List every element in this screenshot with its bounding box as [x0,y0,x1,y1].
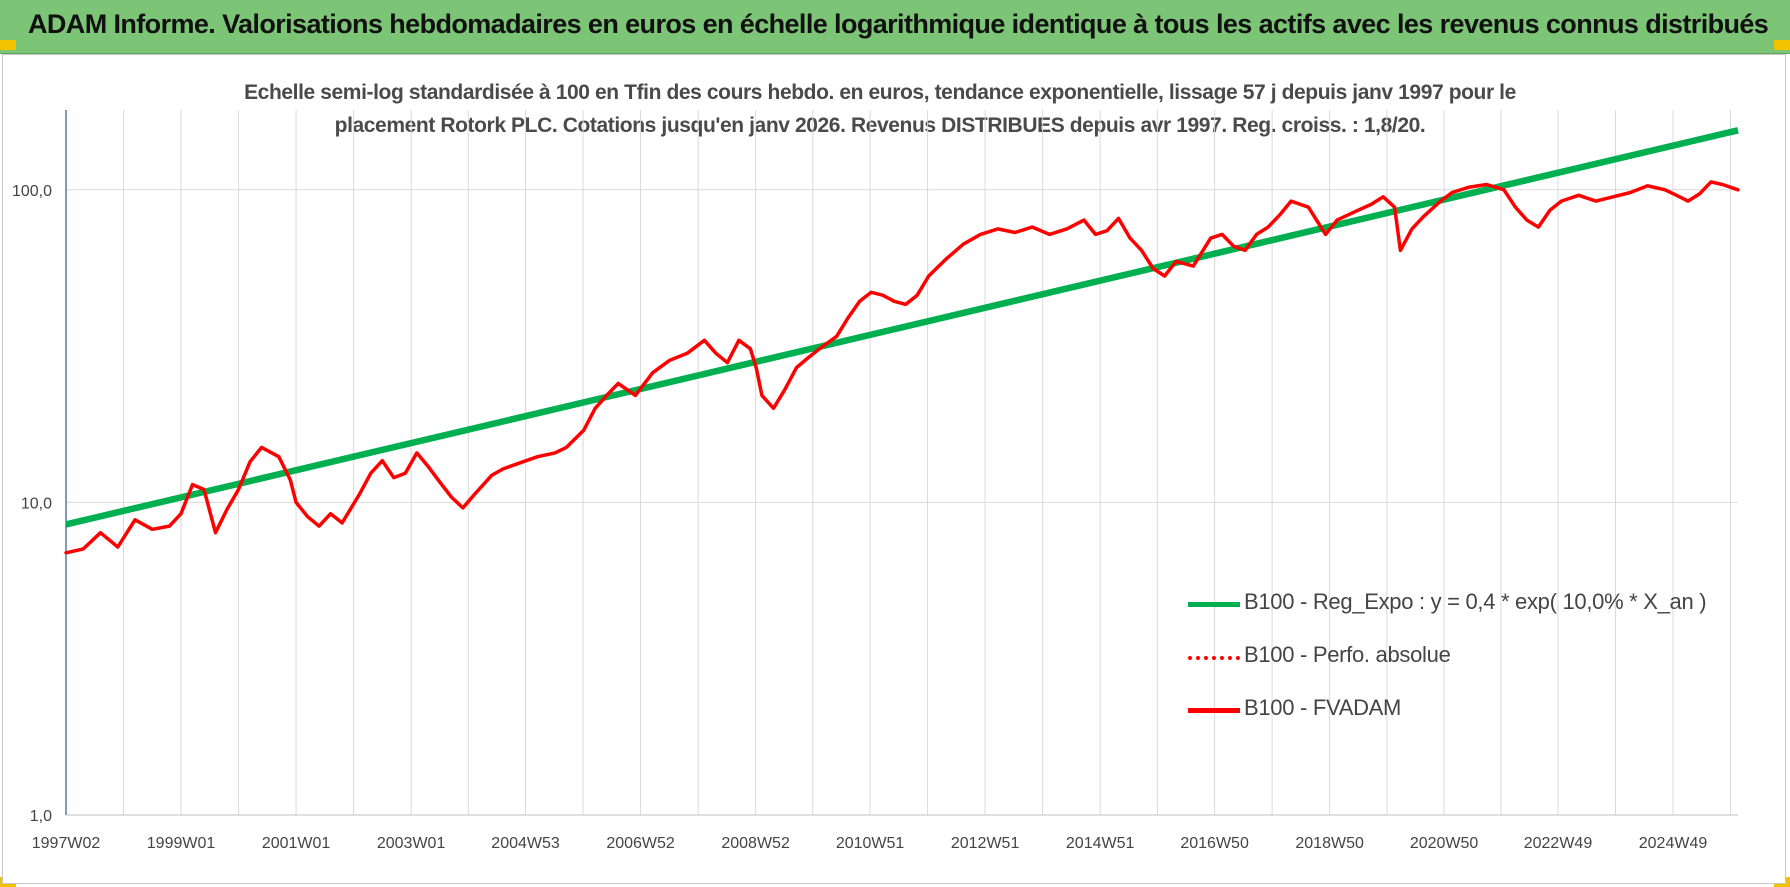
corner-marker-top-right [1774,40,1790,50]
chart-subtitle: Echelle semi-log standardisée à 100 en T… [180,76,1580,142]
x-tick-label: 2006W52 [606,835,675,852]
x-tick-label: 2014W51 [1066,835,1135,852]
legend-label-fvadam: B100 - FVADAM [1244,695,1402,720]
x-tick-label: 1997W02 [32,835,101,852]
subtitle-line-1: Echelle semi-log standardisée à 100 en T… [244,81,1516,104]
subtitle-line-2: placement Rotork PLC. Cotations jusqu'en… [334,114,1426,137]
x-tick-label: 2024W49 [1639,835,1708,852]
tick-label-layer: 1,0 10,0 100,0 1997W02 1999W01 2001W01 2003W01… [12,183,1707,852]
axis-layer [65,110,1738,816]
y-tick-label: 100,0 [12,183,52,200]
trend-line [65,127,1739,528]
x-tick-label: 2016W50 [1180,835,1249,852]
x-tick-label: 1999W01 [147,835,216,852]
x-tick-label: 2018W50 [1295,835,1364,852]
y-tick-label: 10,0 [21,495,52,512]
x-tick-label: 2008W52 [721,835,790,852]
fvadam-line [64,180,1740,555]
legend-label-trend: B100 - Reg_Expo : y = 0,4 * exp( 10,0% *… [1244,589,1707,614]
legend-swatch-perfo [1188,656,1240,660]
x-tick-label: 2022W49 [1524,835,1593,852]
title-banner: ADAM Informe. Valorisations hebdomadaire… [0,0,1790,54]
x-tick-label: 2001W01 [262,835,331,852]
x-tick-label: 2012W51 [951,835,1020,852]
x-tick-label: 2003W01 [377,835,446,852]
banner-title: ADAM Informe. Valorisations hebdomadaire… [28,9,1769,39]
y-tick-label: 1,0 [30,808,52,825]
x-tick-label: 2004W53 [491,835,560,852]
x-tick-label: 2020W50 [1410,835,1479,852]
legend-label-perfo: B100 - Perfo. absolue [1244,642,1451,667]
x-tick-label: 2010W51 [836,835,905,852]
legend-swatch-fvadam [1188,708,1240,713]
corner-marker-top-left [0,40,16,50]
legend-swatch-trend [1188,602,1240,607]
series-layer [64,127,1740,555]
